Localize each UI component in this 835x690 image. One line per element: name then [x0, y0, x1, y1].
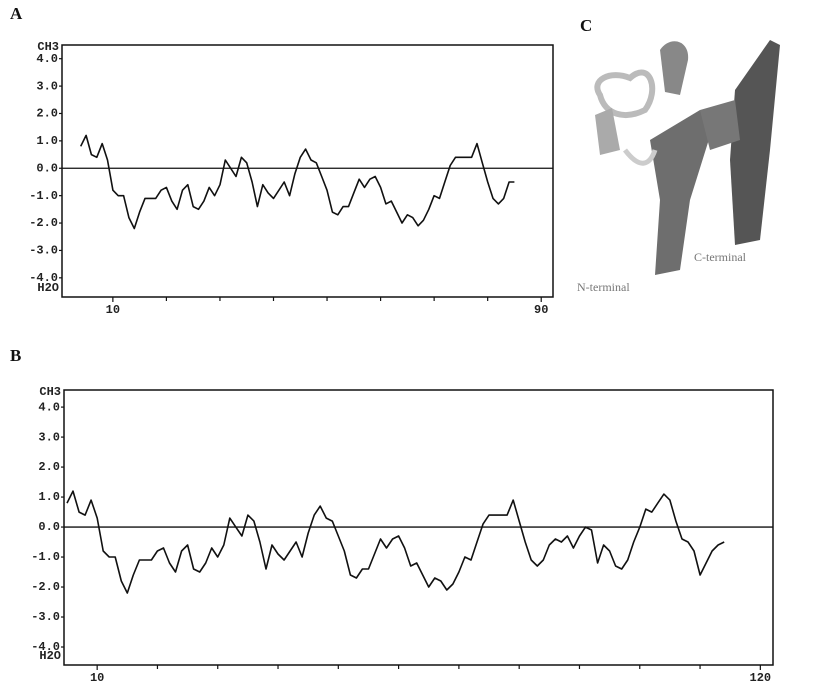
- terminal-label: N-terminal: [577, 280, 630, 294]
- y-tick-label: -4.0: [29, 271, 58, 285]
- x-tick-label: 10: [106, 303, 120, 317]
- y-tick-label: 1.0: [36, 134, 58, 148]
- x-tick-label: 10: [90, 671, 104, 685]
- y-tick-label: 3.0: [38, 430, 60, 444]
- panel-label: B: [10, 346, 21, 365]
- panel-label: A: [10, 4, 23, 23]
- helix: [730, 40, 780, 245]
- loop: [594, 69, 656, 118]
- y-tick-label: -1.0: [29, 189, 58, 203]
- y-axis-end-label: CH3: [39, 385, 61, 399]
- y-tick-label: -3.0: [29, 244, 58, 258]
- helix: [595, 108, 620, 155]
- y-tick-label: -2.0: [31, 580, 60, 594]
- y-tick-label: 2.0: [36, 107, 58, 121]
- panel-label: C: [580, 16, 592, 35]
- y-tick-label: 1.0: [38, 490, 60, 504]
- y-tick-label: 2.0: [38, 460, 60, 474]
- y-tick-label: -1.0: [31, 550, 60, 564]
- protein-structure: [594, 40, 780, 275]
- y-axis-end-label: H2O: [37, 281, 59, 295]
- y-axis-end-label: H2O: [39, 649, 61, 663]
- hydropathy-line: [79, 134, 515, 230]
- y-tick-label: 0.0: [38, 520, 60, 534]
- terminal-label: C-terminal: [694, 250, 747, 264]
- y-tick-label: -2.0: [29, 216, 58, 230]
- loop: [623, 148, 658, 166]
- y-tick-label: -3.0: [31, 610, 60, 624]
- y-tick-label: 4.0: [38, 400, 60, 414]
- y-tick-label: -4.0: [31, 640, 60, 654]
- y-tick-label: 3.0: [36, 79, 58, 93]
- y-axis-end-label: CH3: [37, 40, 59, 54]
- y-tick-label: 0.0: [36, 161, 58, 175]
- helix: [660, 41, 689, 95]
- helix: [650, 110, 715, 275]
- hydropathy-line: [66, 490, 725, 594]
- plot-frame: [61, 44, 554, 298]
- helix: [700, 100, 740, 150]
- x-tick-label: 90: [534, 303, 548, 317]
- y-tick-label: 4.0: [36, 52, 58, 66]
- x-tick-label: 120: [750, 671, 772, 685]
